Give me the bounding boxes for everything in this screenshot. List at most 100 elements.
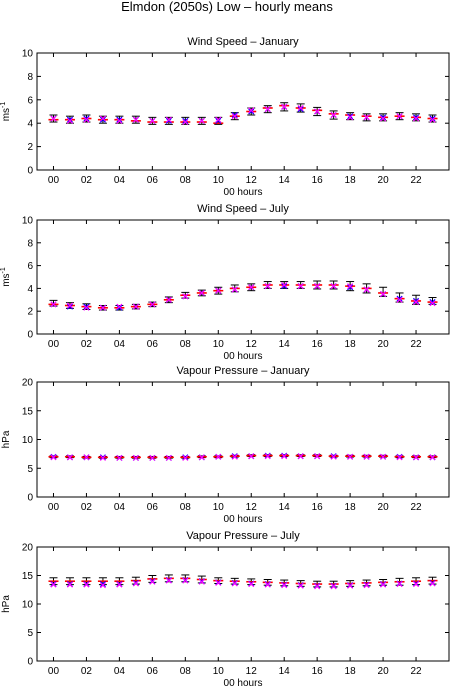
x-tick-label: 08 [180, 339, 192, 350]
x-axis-label: 00 hours [224, 187, 263, 198]
y-axis-label-base: ms [1, 273, 12, 286]
data-point [248, 284, 255, 291]
data-point-stroke [165, 296, 172, 303]
x-tick-label: 10 [213, 666, 225, 677]
data-point-stroke [182, 117, 189, 124]
data-point-stroke [83, 454, 90, 461]
x-tick-label: 18 [345, 175, 357, 186]
data-point [281, 283, 288, 290]
data-point-stroke [182, 293, 189, 300]
data-point [99, 115, 106, 122]
data-point [182, 454, 189, 461]
data-point-stroke [50, 454, 57, 461]
y-tick-label: 5 [27, 464, 33, 475]
y-tick-label: 15 [22, 571, 34, 582]
data-point-stroke [314, 453, 321, 460]
data-point-stroke [413, 114, 420, 121]
data-point [429, 299, 436, 306]
data-point-stroke [231, 113, 238, 120]
data-point-stroke [83, 115, 90, 122]
x-tick-label: 00 [48, 666, 60, 677]
data-point [297, 106, 304, 113]
data-point-stroke [396, 296, 403, 303]
data-point-stroke [132, 454, 139, 461]
data-point [66, 116, 73, 123]
data-point-stroke [132, 116, 139, 123]
data-point [413, 115, 420, 122]
data-point-stroke [66, 454, 73, 461]
y-tick-label: 10 [22, 435, 34, 446]
data-point [149, 454, 156, 461]
data-point [132, 116, 139, 123]
data-point-stroke [116, 117, 123, 124]
chart-panel: Vapour Pressure – January 0 5 10 15 20 00 02 04 0… [1, 365, 450, 525]
y-tick-label: 20 [22, 378, 34, 389]
y-tick-label: 10 [22, 600, 34, 611]
data-point [314, 283, 321, 290]
data-point-stroke [314, 108, 321, 115]
x-tick-label: 18 [345, 502, 357, 513]
data-point-stroke [248, 453, 255, 460]
data-point [363, 114, 370, 121]
data-point [182, 119, 189, 126]
data-point-stroke [149, 578, 156, 585]
x-tick-label: 06 [147, 502, 159, 513]
data-point-stroke [231, 580, 238, 587]
y-axis-label-superscript: -1 [0, 267, 7, 273]
x-axis-label: 00 hours [224, 678, 263, 687]
data-point [198, 289, 205, 296]
x-tick-label: 04 [114, 666, 126, 677]
data-point [347, 113, 354, 120]
data-point [66, 117, 73, 124]
y-tick-label: 0 [27, 166, 33, 177]
y-tick-label: 2 [27, 142, 33, 153]
data-point [83, 581, 90, 588]
y-tick-label: 8 [27, 238, 33, 249]
data-point [413, 299, 420, 306]
data-point [380, 453, 387, 460]
data-point [429, 115, 436, 122]
data-point [149, 301, 156, 308]
data-point [347, 453, 354, 460]
x-tick-label: 08 [180, 666, 192, 677]
data-point-stroke [99, 304, 106, 311]
y-tick-label: 0 [27, 330, 33, 341]
data-point-stroke [281, 283, 288, 290]
x-tick-label: 04 [114, 175, 126, 186]
x-tick-label: 20 [378, 339, 390, 350]
data-point [83, 116, 90, 123]
y-tick-label: 2 [27, 307, 33, 318]
data-point [413, 114, 420, 121]
data-point [83, 303, 90, 310]
data-point-stroke [215, 579, 222, 586]
y-axis-label: ms-1 [0, 267, 12, 287]
x-tick-label: 02 [81, 502, 93, 513]
data-point-stroke [396, 295, 403, 302]
x-axis-label: 00 hours [224, 351, 263, 362]
data-point [413, 454, 420, 461]
data-point [396, 113, 403, 120]
data-point-stroke [182, 577, 189, 584]
data-point [248, 108, 255, 115]
data-point [231, 286, 238, 293]
data-point [363, 453, 370, 460]
data-point [50, 301, 57, 308]
data-point [380, 114, 387, 121]
data-point-stroke [83, 304, 90, 311]
data-point-stroke [297, 104, 304, 112]
x-tick-label: 14 [279, 666, 291, 677]
data-point [215, 579, 222, 586]
data-point-stroke [264, 106, 271, 113]
data-point [330, 283, 337, 290]
data-point [198, 578, 205, 585]
y-tick-label: 20 [22, 543, 34, 554]
data-point [248, 107, 255, 114]
y-axis-label: hPa [1, 430, 12, 448]
chart-title: Vapour Pressure – January [176, 365, 310, 377]
data-point-stroke [347, 284, 354, 291]
data-point-stroke [429, 115, 436, 122]
data-point [380, 115, 387, 122]
